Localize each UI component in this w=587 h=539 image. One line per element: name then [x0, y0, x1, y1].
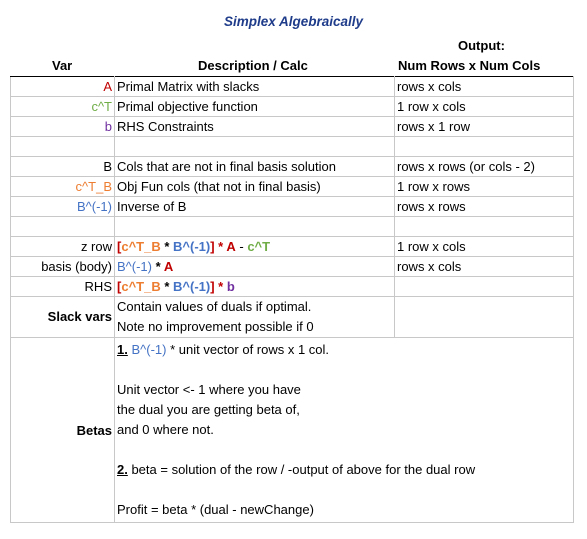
simplex-table: A Primal Matrix with slacks rows x cols …: [10, 76, 574, 523]
empty-cell[interactable]: [394, 136, 574, 157]
desc-b[interactable]: RHS Constraints: [114, 116, 395, 137]
empty-row: [10, 216, 574, 237]
out-basis[interactable]: rows x cols: [394, 256, 574, 277]
row-slack: Slack vars Contain values of duals if op…: [10, 296, 574, 338]
empty-cell[interactable]: [10, 216, 115, 237]
var-zrow[interactable]: z row: [10, 236, 115, 257]
empty-cell[interactable]: [114, 216, 395, 237]
row-zrow: z row [c^T_B * B^(-1)] * A - c^T 1 row x…: [10, 236, 574, 257]
desc-betas[interactable]: 1. B^(-1) * unit vector of rows x 1 col.…: [114, 337, 574, 523]
desc-B[interactable]: Cols that are not in final basis solutio…: [114, 156, 395, 177]
bracket-open: [: [117, 279, 122, 294]
slack-line-2: Note no improvement possible if 0: [117, 319, 314, 334]
bracket-close-times: ] *: [210, 239, 227, 254]
var-slack[interactable]: Slack vars: [10, 296, 115, 338]
calc-zrow[interactable]: [c^T_B * B^(-1)] * A - c^T: [114, 236, 395, 257]
cTB-term: c^T_B: [121, 279, 161, 294]
row-B: B Cols that are not in final basis solut…: [10, 156, 574, 177]
out-cTB[interactable]: 1 row x rows: [394, 176, 574, 197]
row-basis: basis (body) B^(-1) * A rows x cols: [10, 256, 574, 277]
row-Binv: B^(-1) Inverse of B rows x rows: [10, 196, 574, 217]
betas-step-2: 2. beta = solution of the row / -output …: [117, 460, 571, 480]
calc-basis[interactable]: B^(-1) * A: [114, 256, 395, 277]
calc-rhs[interactable]: [c^T_B * B^(-1)] * b: [114, 276, 395, 297]
empty-cell[interactable]: [394, 216, 574, 237]
out-rhs[interactable]: [394, 276, 574, 297]
desc-cTB[interactable]: Obj Fun cols (that not in final basis): [114, 176, 395, 197]
sheet-title: Simplex Algebraically: [223, 14, 364, 29]
profit-formula: Profit = beta * (dual - newChange): [117, 502, 314, 517]
var-Binv[interactable]: B^(-1): [10, 196, 115, 217]
times-op: *: [160, 239, 174, 254]
header-var: Var: [52, 58, 73, 73]
var-betas[interactable]: Betas: [10, 337, 115, 523]
spacer: [117, 440, 571, 460]
header-output-dims: Num Rows x Num Cols: [398, 58, 541, 73]
step-2-number: 2.: [117, 462, 128, 477]
bracket-close-times: ] *: [210, 279, 227, 294]
out-zrow[interactable]: 1 row x cols: [394, 236, 574, 257]
times-op: *: [160, 279, 174, 294]
A-term: A: [163, 259, 174, 274]
row-cT: c^T Primal objective function 1 row x co…: [10, 96, 574, 117]
out-Binv[interactable]: rows x rows: [394, 196, 574, 217]
desc-cT[interactable]: Primal objective function: [114, 96, 395, 117]
out-b[interactable]: rows x 1 row: [394, 116, 574, 137]
spacer: [117, 480, 571, 500]
out-cT[interactable]: 1 row x cols: [394, 96, 574, 117]
desc-slack[interactable]: Contain values of duals if optimal. Note…: [114, 296, 395, 338]
step-1-number: 1.: [117, 342, 128, 357]
var-basis[interactable]: basis (body): [10, 256, 115, 277]
times-op: *: [152, 259, 164, 274]
var-cT[interactable]: c^T: [10, 96, 115, 117]
row-cTB: c^T_B Obj Fun cols (that not in final ba…: [10, 176, 574, 197]
var-B[interactable]: B: [10, 156, 115, 177]
out-B[interactable]: rows x rows (or cols - 2): [394, 156, 574, 177]
header-output: Output:: [458, 38, 505, 53]
var-b[interactable]: b: [10, 116, 115, 137]
step-2-text: beta = solution of the row / -output of …: [127, 462, 476, 477]
A-term: A: [226, 239, 236, 254]
row-A: A Primal Matrix with slacks rows x cols: [10, 76, 574, 97]
unit-vector-line-3: and 0 where not.: [117, 422, 214, 437]
Binv-term: B^(-1): [173, 239, 211, 254]
empty-cell[interactable]: [10, 136, 115, 157]
row-rhs: RHS [c^T_B * B^(-1)] * b: [10, 276, 574, 297]
desc-Binv[interactable]: Inverse of B: [114, 196, 395, 217]
row-betas: Betas 1. B^(-1) * unit vector of rows x …: [10, 337, 574, 523]
desc-A[interactable]: Primal Matrix with slacks: [114, 76, 395, 97]
empty-cell[interactable]: [114, 136, 395, 157]
Binv-term: B^(-1): [131, 342, 167, 357]
unit-vector-line-2: the dual you are getting beta of,: [117, 402, 300, 417]
Binv-term: B^(-1): [117, 259, 152, 274]
b-term: b: [226, 279, 235, 294]
betas-step-1: 1. B^(-1) * unit vector of rows x 1 col.: [117, 340, 571, 360]
header-description: Description / Calc: [198, 58, 308, 73]
out-slack[interactable]: [394, 296, 574, 338]
spacer: [117, 360, 571, 380]
unit-vector-line-1: Unit vector <- 1 where you have: [117, 382, 301, 397]
var-A[interactable]: A: [10, 76, 115, 97]
cT-term: c^T: [247, 239, 271, 254]
step-1-text: * unit vector of rows x 1 col.: [166, 342, 330, 357]
minus-op: -: [235, 239, 248, 254]
out-A[interactable]: rows x cols: [394, 76, 574, 97]
cTB-term: c^T_B: [121, 239, 161, 254]
bracket-open: [: [117, 239, 122, 254]
var-cTB[interactable]: c^T_B: [10, 176, 115, 197]
Binv-term: B^(-1): [173, 279, 211, 294]
row-b: b RHS Constraints rows x 1 row: [10, 116, 574, 137]
empty-row: [10, 136, 574, 157]
slack-line-1: Contain values of duals if optimal.: [117, 299, 312, 314]
var-rhs[interactable]: RHS: [10, 276, 115, 297]
